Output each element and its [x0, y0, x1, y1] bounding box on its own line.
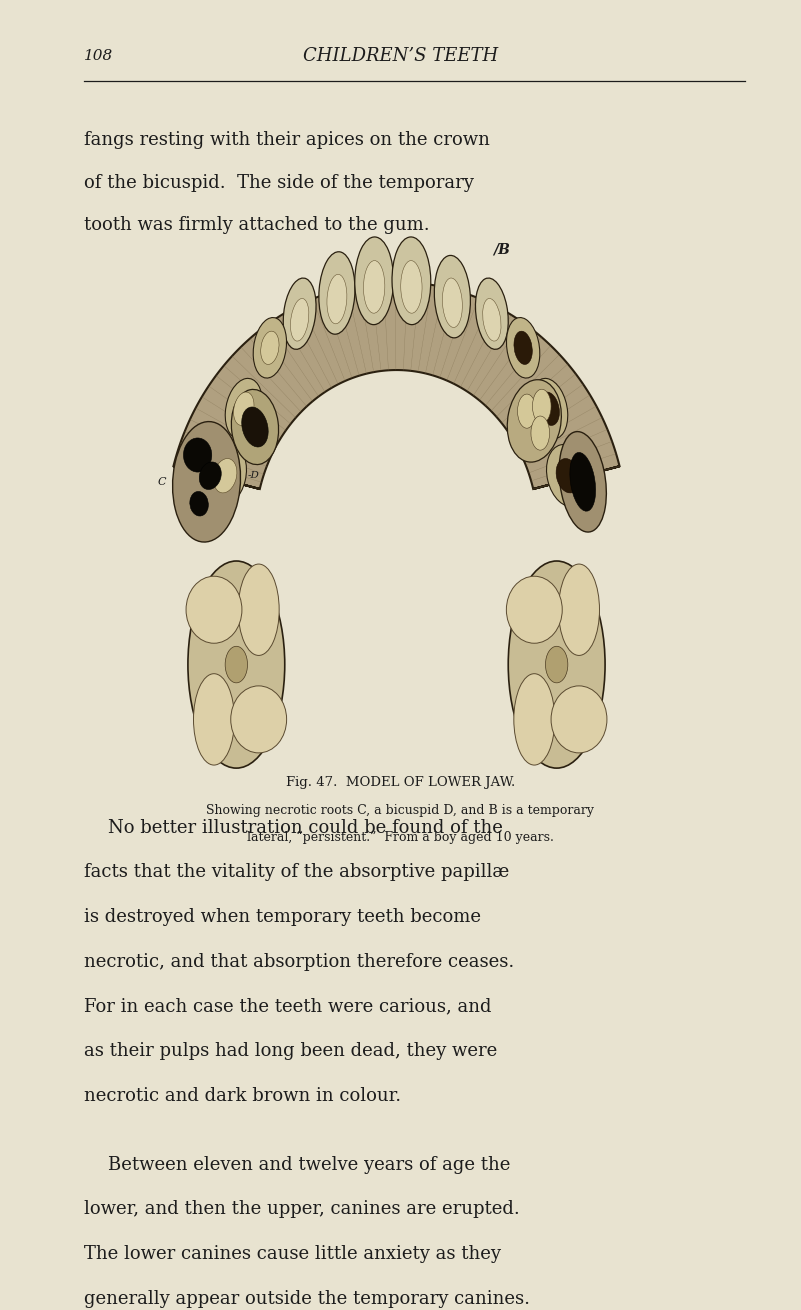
Text: -D: -D: [248, 472, 260, 481]
Text: as their pulps had long been dead, they were: as their pulps had long been dead, they …: [84, 1043, 497, 1060]
Text: lateral, “persistent.”  From a boy aged 10 years.: lateral, “persistent.” From a boy aged 1…: [247, 831, 554, 844]
Ellipse shape: [172, 422, 240, 542]
Text: generally appear outside the temporary canines.: generally appear outside the temporary c…: [84, 1290, 530, 1307]
Ellipse shape: [284, 278, 316, 350]
Text: Showing necrotic roots C, a bicuspid D, and B is a temporary: Showing necrotic roots C, a bicuspid D, …: [207, 804, 594, 817]
Ellipse shape: [400, 261, 422, 313]
Text: CHILDREN’S TEETH: CHILDREN’S TEETH: [303, 47, 498, 66]
Text: C: C: [157, 477, 166, 487]
Ellipse shape: [186, 576, 242, 643]
Ellipse shape: [225, 646, 248, 683]
Ellipse shape: [188, 561, 285, 768]
Text: necrotic and dark brown in colour.: necrotic and dark brown in colour.: [84, 1087, 401, 1104]
Ellipse shape: [483, 299, 501, 341]
Ellipse shape: [434, 255, 470, 338]
Ellipse shape: [355, 237, 393, 325]
Ellipse shape: [194, 673, 235, 765]
Ellipse shape: [234, 392, 254, 426]
Ellipse shape: [225, 379, 263, 439]
Text: is destroyed when temporary teeth become: is destroyed when temporary teeth become: [84, 908, 481, 926]
Ellipse shape: [517, 394, 536, 428]
Ellipse shape: [213, 458, 237, 493]
Text: lower, and then the upper, canines are erupted.: lower, and then the upper, canines are e…: [84, 1200, 520, 1218]
Text: tooth was firmly attached to the gum.: tooth was firmly attached to the gum.: [84, 216, 429, 234]
Ellipse shape: [556, 458, 580, 493]
Ellipse shape: [506, 576, 562, 643]
Ellipse shape: [539, 392, 559, 426]
Text: facts that the vitality of the absorptive papillæ: facts that the vitality of the absorptiv…: [84, 863, 509, 882]
Text: 108: 108: [84, 50, 114, 63]
Ellipse shape: [559, 431, 606, 532]
Ellipse shape: [242, 407, 268, 447]
Ellipse shape: [558, 565, 599, 655]
Ellipse shape: [231, 389, 279, 465]
Ellipse shape: [327, 274, 347, 324]
Text: of the bicuspid.  The side of the temporary: of the bicuspid. The side of the tempora…: [84, 174, 474, 191]
Ellipse shape: [533, 389, 551, 423]
Ellipse shape: [530, 379, 568, 439]
Ellipse shape: [531, 417, 549, 451]
Ellipse shape: [507, 380, 562, 462]
Ellipse shape: [364, 261, 384, 313]
Text: For in each case the teeth were carious, and: For in each case the teeth were carious,…: [84, 997, 492, 1015]
Ellipse shape: [253, 317, 287, 379]
Ellipse shape: [546, 444, 590, 507]
Ellipse shape: [231, 686, 287, 753]
Ellipse shape: [442, 278, 462, 328]
Text: The lower canines cause little anxiety as they: The lower canines cause little anxiety a…: [84, 1244, 501, 1263]
Ellipse shape: [570, 452, 596, 511]
Ellipse shape: [203, 444, 247, 507]
Ellipse shape: [319, 252, 355, 334]
Polygon shape: [174, 282, 619, 489]
Ellipse shape: [238, 565, 280, 655]
Ellipse shape: [513, 673, 555, 765]
Ellipse shape: [190, 491, 208, 516]
Ellipse shape: [291, 299, 309, 341]
Text: necrotic, and that absorption therefore ceases.: necrotic, and that absorption therefore …: [84, 952, 514, 971]
Text: /B: /B: [493, 242, 510, 257]
Ellipse shape: [199, 462, 221, 490]
Ellipse shape: [551, 686, 607, 753]
Text: Between eleven and twelve years of age the: Between eleven and twelve years of age t…: [108, 1155, 510, 1174]
Text: Fig. 47.  MODEL OF LOWER JAW.: Fig. 47. MODEL OF LOWER JAW.: [286, 776, 515, 789]
Ellipse shape: [506, 317, 540, 379]
Text: fangs resting with their apices on the crown: fangs resting with their apices on the c…: [84, 131, 490, 149]
Ellipse shape: [476, 278, 509, 350]
Ellipse shape: [514, 331, 533, 364]
Ellipse shape: [508, 561, 605, 768]
Text: No better illustration could be found of the: No better illustration could be found of…: [108, 819, 503, 837]
Ellipse shape: [545, 646, 568, 683]
Ellipse shape: [260, 331, 279, 364]
Ellipse shape: [183, 438, 211, 472]
Ellipse shape: [392, 237, 431, 325]
